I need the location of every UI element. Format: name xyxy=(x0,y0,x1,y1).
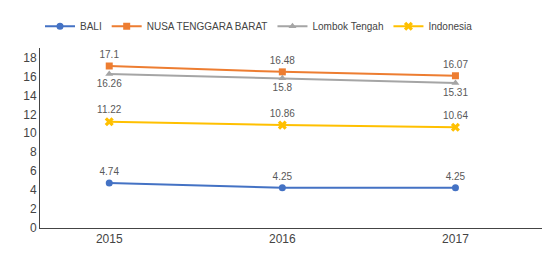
svg-text:12: 12 xyxy=(23,108,37,122)
svg-text:16.07: 16.07 xyxy=(443,59,468,70)
svg-text:Indonesia: Indonesia xyxy=(428,21,472,32)
svg-text:6: 6 xyxy=(30,164,37,178)
svg-text:10: 10 xyxy=(23,126,37,140)
svg-text:4.25: 4.25 xyxy=(273,171,293,182)
svg-text:NUSA TENGGARA BARAT: NUSA TENGGARA BARAT xyxy=(147,21,268,32)
svg-text:Lombok Tengah: Lombok Tengah xyxy=(312,21,383,32)
svg-text:14: 14 xyxy=(23,89,37,103)
svg-text:10.86: 10.86 xyxy=(270,108,295,119)
svg-text:15.8: 15.8 xyxy=(273,82,293,93)
svg-text:16: 16 xyxy=(23,70,37,84)
svg-text:0: 0 xyxy=(30,221,37,235)
svg-text:8: 8 xyxy=(30,145,37,159)
svg-text:16.26: 16.26 xyxy=(97,78,122,89)
svg-text:15.31: 15.31 xyxy=(443,87,468,98)
svg-text:17.1: 17.1 xyxy=(100,49,120,60)
svg-text:11.22: 11.22 xyxy=(97,104,122,115)
svg-text:4: 4 xyxy=(30,183,37,197)
svg-text:2015: 2015 xyxy=(96,232,123,246)
svg-text:2016: 2016 xyxy=(269,232,296,246)
svg-text:4.25: 4.25 xyxy=(446,171,466,182)
svg-text:16.48: 16.48 xyxy=(270,55,295,66)
svg-text:2: 2 xyxy=(30,202,37,216)
svg-text:BALI: BALI xyxy=(80,21,102,32)
svg-text:18: 18 xyxy=(23,51,37,65)
svg-text:4.74: 4.74 xyxy=(100,166,120,177)
svg-text:2017: 2017 xyxy=(442,232,469,246)
svg-text:10.64: 10.64 xyxy=(443,110,468,121)
